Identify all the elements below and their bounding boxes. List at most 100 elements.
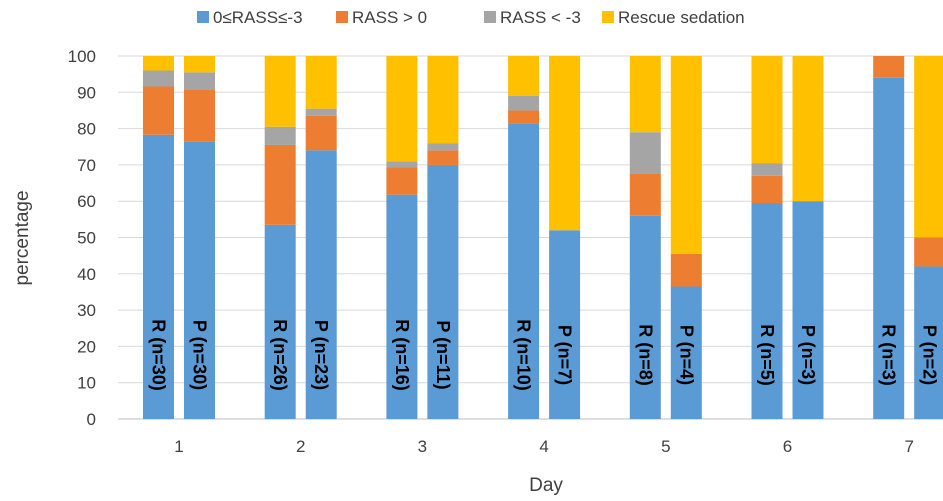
bar-segment xyxy=(873,77,905,419)
bar-segment xyxy=(143,56,174,71)
bar-segment xyxy=(184,72,215,90)
bar-4-r: R (n=10) xyxy=(508,56,540,419)
legend-swatch xyxy=(197,11,209,23)
bar-label: P (n=3) xyxy=(798,325,818,385)
y-tick-label: 80 xyxy=(77,120,96,139)
bar-5-p: P (n=4) xyxy=(670,56,702,419)
bar-label: R (n=5) xyxy=(757,324,777,386)
bar-segment xyxy=(184,56,215,73)
bar-5-r: R (n=8) xyxy=(629,56,661,419)
bar-2-p: P (n=23) xyxy=(305,56,337,419)
bar-segment xyxy=(264,126,296,145)
legend: 0≤RASS≤-3 RASS > 0 RASS < -3 Rescue sedatio… xyxy=(197,8,745,27)
bar-segment xyxy=(508,123,540,419)
legend-item: RASS < -3 xyxy=(484,8,581,27)
bar-segment xyxy=(143,86,174,135)
bar-segment xyxy=(305,56,337,109)
bar-7-r: R (n=3) xyxy=(873,56,905,419)
bar-6-p: P (n=3) xyxy=(792,56,824,419)
bar-segment xyxy=(427,164,459,419)
bar-label: R (n=10) xyxy=(514,319,534,391)
y-tick-label: 0 xyxy=(87,410,96,429)
bar-segment xyxy=(751,163,783,176)
bar-segment xyxy=(386,161,418,168)
bar-segment xyxy=(914,56,943,238)
bar-label: P (n=7) xyxy=(555,325,575,385)
bar-3-r: R (n=16) xyxy=(386,56,418,419)
legend-label: RASS > 0 xyxy=(352,8,427,27)
legend-label: RASS < -3 xyxy=(500,8,581,27)
x-tick-label: 1 xyxy=(174,437,183,456)
legend-item: Rescue sedation xyxy=(602,8,745,27)
bar-segment xyxy=(751,203,783,419)
bar-segment xyxy=(305,150,337,419)
bar-segment xyxy=(264,144,296,225)
bar-segment xyxy=(427,56,459,144)
y-tick-label: 10 xyxy=(77,374,96,393)
bar-segment xyxy=(264,224,296,419)
bar-label: P (n=2) xyxy=(920,325,940,385)
bar-label: P (n=11) xyxy=(433,320,453,389)
bar-segment xyxy=(629,56,661,133)
y-tick-label: 90 xyxy=(77,83,96,102)
bar-4-p: P (n=7) xyxy=(549,56,581,419)
legend-swatch xyxy=(602,11,614,23)
bar-segment xyxy=(264,56,296,127)
y-tick-label: 40 xyxy=(77,265,96,284)
x-tick-label: 6 xyxy=(783,437,792,456)
bar-label: R (n=8) xyxy=(635,324,655,386)
legend-item: RASS > 0 xyxy=(336,8,427,27)
bar-segment xyxy=(914,266,943,419)
x-axis-title: Day xyxy=(529,475,563,496)
bar-segment xyxy=(427,150,459,165)
bar-segment xyxy=(508,110,540,124)
y-tick-label: 20 xyxy=(77,337,96,356)
bar-2-r: R (n=26) xyxy=(264,56,296,419)
bar-segment xyxy=(751,175,783,204)
y-axis: 0 10 20 30 40 50 60 70 80 90 100 xyxy=(68,47,96,429)
legend-swatch xyxy=(484,11,496,23)
bar-1-r: R (n=30) xyxy=(143,56,174,419)
x-tick-label: 2 xyxy=(296,437,305,456)
bar-segment xyxy=(508,56,540,96)
y-tick-label: 50 xyxy=(77,229,96,248)
bar-segment xyxy=(792,56,824,202)
x-tick-label: 3 xyxy=(418,437,427,456)
bar-label: P (n=23) xyxy=(311,320,331,390)
bar-3-p: P (n=11) xyxy=(427,56,459,419)
bar-segment xyxy=(670,56,702,254)
bars: R (n=30) P (n=30) R (n=26) P (n=23) R (n=16)… xyxy=(143,56,943,419)
bar-segment xyxy=(386,56,418,162)
bar-segment xyxy=(549,230,581,419)
bar-1-p: P (n=30) xyxy=(184,56,215,419)
bar-segment xyxy=(427,143,459,151)
bar-segment xyxy=(629,173,661,216)
x-axis: 1 2 3 4 5 6 7 xyxy=(174,437,914,456)
y-tick-label: 70 xyxy=(77,156,96,175)
bar-label: P (n=30) xyxy=(190,320,210,390)
bar-segment xyxy=(305,115,337,151)
legend-item: 0≤RASS≤-3 xyxy=(197,8,303,27)
bar-segment xyxy=(386,167,418,195)
bar-segment xyxy=(184,89,215,142)
y-tick-label: 100 xyxy=(68,47,96,66)
bar-segment xyxy=(751,56,783,164)
x-tick-label: 7 xyxy=(904,437,913,456)
bar-label: R (n=26) xyxy=(270,319,290,391)
bar-segment xyxy=(670,286,702,419)
bar-7-p: P (n=2) xyxy=(914,56,943,419)
bar-segment xyxy=(143,134,174,419)
legend-label: 0≤RASS≤-3 xyxy=(213,8,303,27)
bar-segment xyxy=(792,201,824,419)
bar-segment xyxy=(386,194,418,419)
bar-segment xyxy=(143,70,174,87)
bar-segment xyxy=(670,253,702,287)
bar-label: P (n=4) xyxy=(676,325,696,385)
y-tick-label: 60 xyxy=(77,192,96,211)
y-axis-title: percentage xyxy=(12,190,33,285)
bar-segment xyxy=(184,141,215,419)
bar-segment xyxy=(305,108,337,116)
bar-label: R (n=3) xyxy=(879,324,899,386)
bar-label: R (n=30) xyxy=(149,319,169,391)
